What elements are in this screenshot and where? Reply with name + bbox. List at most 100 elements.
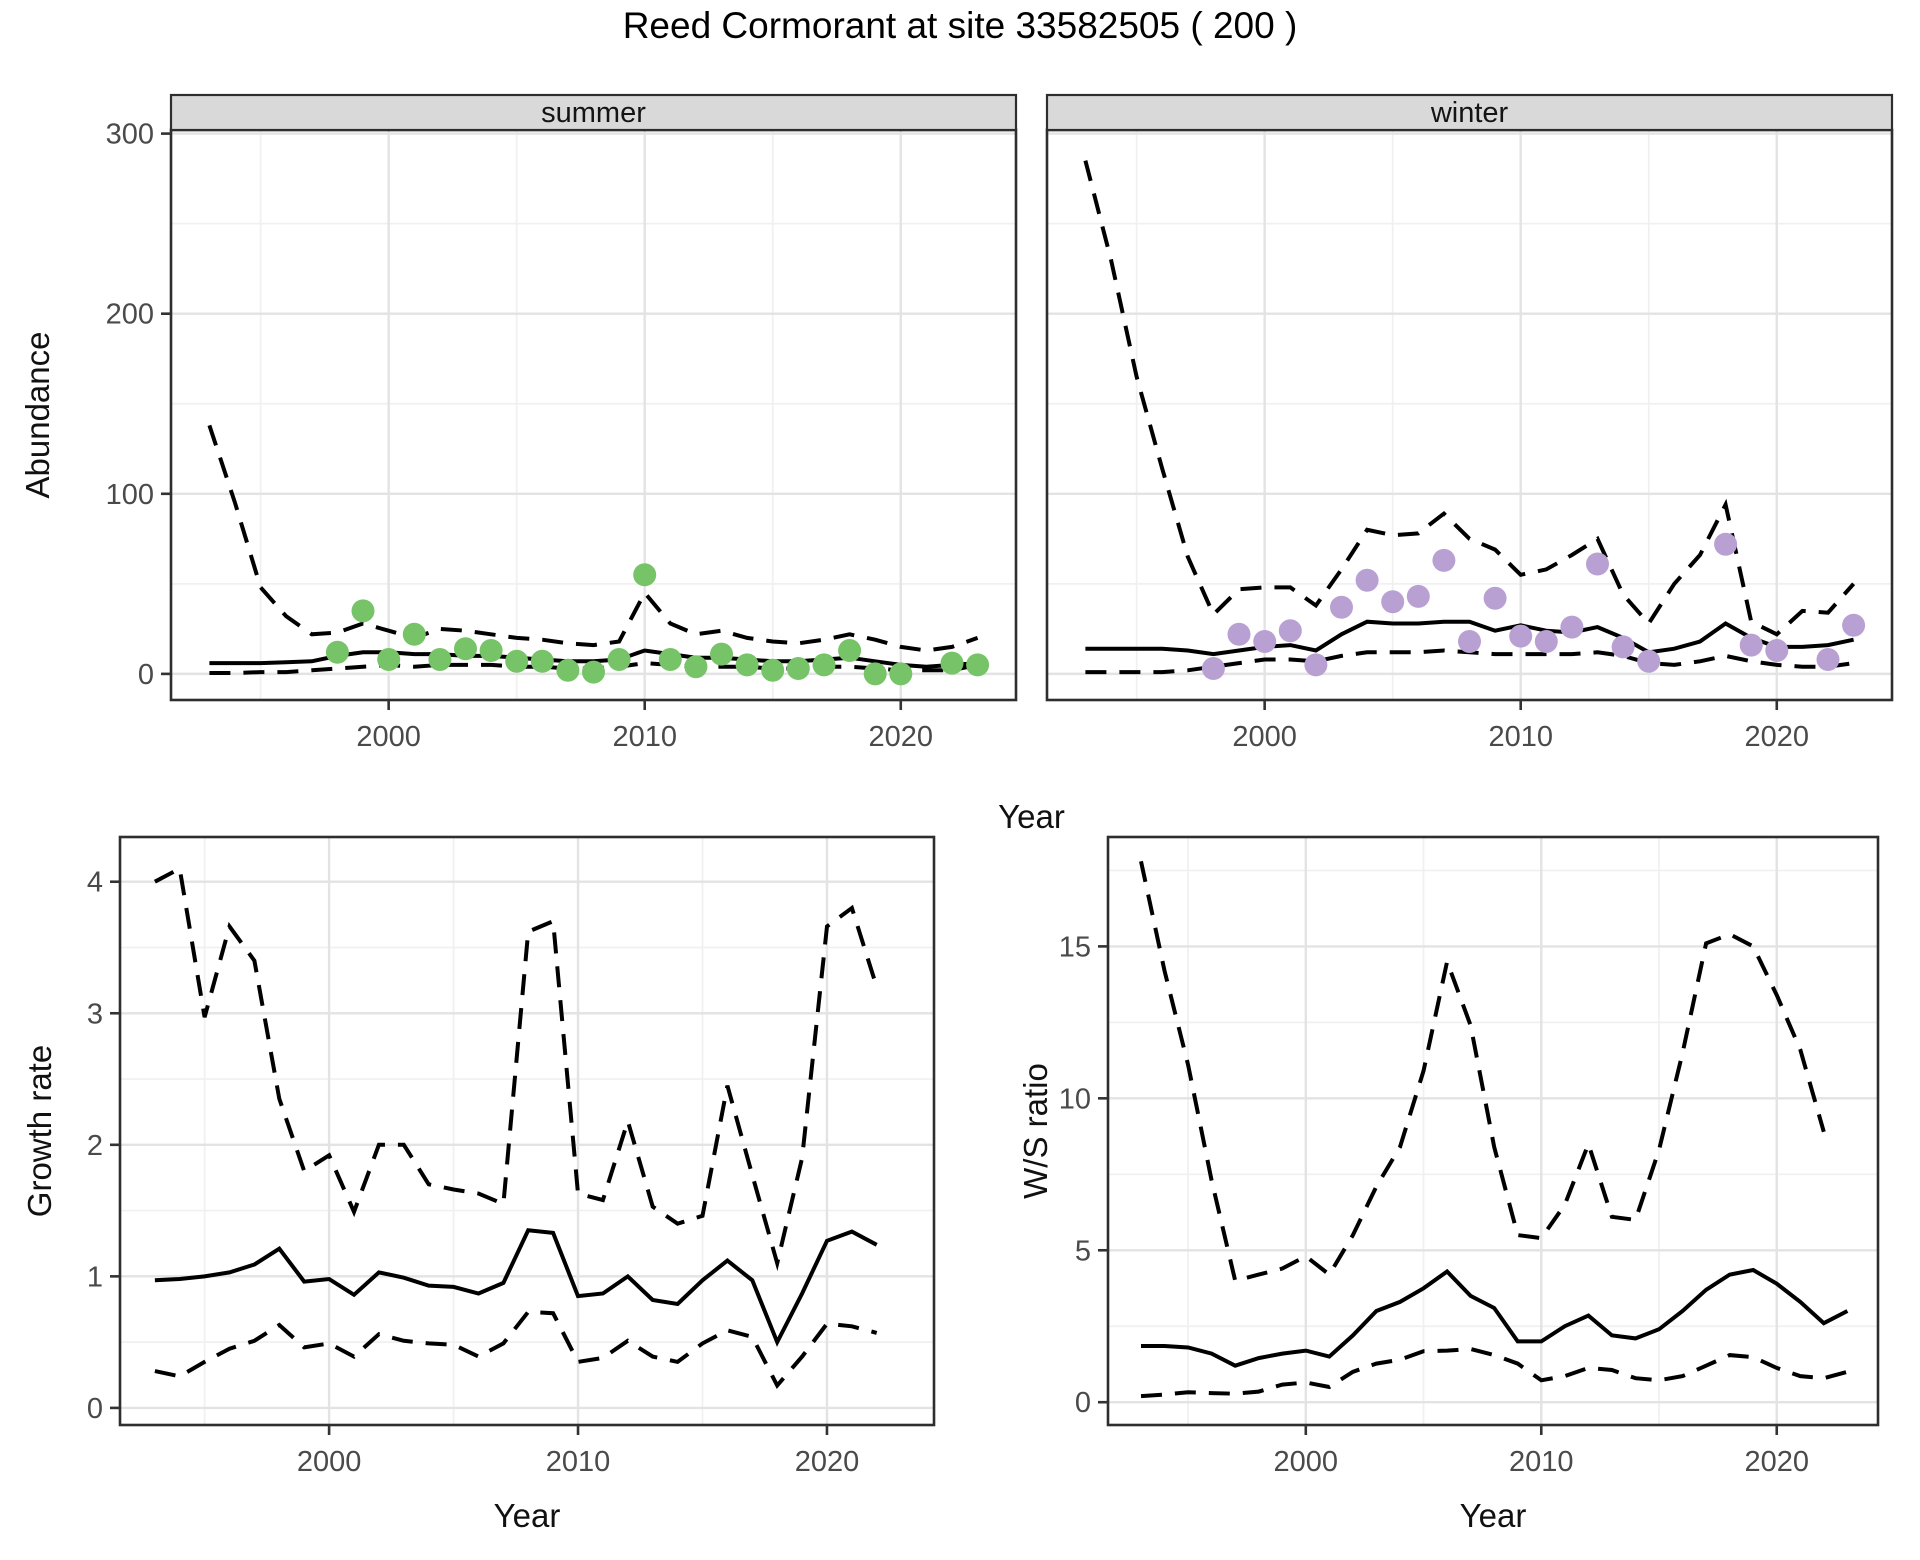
series-upper_ci xyxy=(1139,860,1826,1284)
series-lower_ci xyxy=(154,1309,878,1390)
summer-observed-point xyxy=(325,640,349,664)
y-tick-label: 1 xyxy=(87,1261,103,1293)
summer-observed-point xyxy=(735,653,759,677)
summer-observed-point xyxy=(761,658,785,682)
summer-observed-point xyxy=(633,563,657,587)
winter-observed-point xyxy=(1227,622,1251,646)
summer-observed-point xyxy=(786,657,810,680)
winter-observed-point xyxy=(1842,613,1866,637)
y-tick-label: 200 xyxy=(106,299,154,331)
summer-observed-point xyxy=(556,658,580,682)
x-tick-label: 2010 xyxy=(546,1446,611,1478)
series-lower_ci xyxy=(1140,1346,1848,1399)
summer-observed-point xyxy=(658,648,682,671)
x-tick-label: 2020 xyxy=(1745,721,1810,753)
summer-observed-point xyxy=(479,639,503,662)
x-axis-title-growth: Year xyxy=(493,1497,561,1534)
summer-observed-point xyxy=(812,653,836,677)
summer-observed-point xyxy=(582,660,605,684)
x-axis-title-top: Year xyxy=(998,798,1065,835)
y-tick-label: 10 xyxy=(1059,1083,1091,1115)
winter-observed-point xyxy=(1611,635,1635,659)
x-tick-label: 2000 xyxy=(297,1446,362,1478)
winter-observed-point xyxy=(1253,630,1277,653)
winter-observed-point xyxy=(1355,568,1379,592)
winter-observed-point xyxy=(1765,639,1789,662)
summer-observed-point xyxy=(530,649,554,673)
winter-observed-point xyxy=(1432,548,1456,572)
series-fit xyxy=(154,1228,878,1347)
y-tick-label: 0 xyxy=(1075,1387,1091,1419)
series-upper_ci xyxy=(1083,160,1856,637)
panel-border xyxy=(118,835,936,1427)
y-tick-label: 3 xyxy=(87,998,103,1030)
x-tick-label: 2000 xyxy=(1232,721,1297,753)
winter-observed-point xyxy=(1304,653,1328,677)
series-fit xyxy=(1141,1267,1849,1368)
summer-observed-point xyxy=(684,655,708,679)
x-axis-title-ws: Year xyxy=(1459,1497,1527,1534)
y-tick-label: 100 xyxy=(106,479,154,511)
summer-observed-point xyxy=(351,599,375,623)
summer-observed-point xyxy=(889,662,913,686)
panel-ws_ratio: 2000 2010 2020 0 5 10 15 xyxy=(1059,835,1880,1478)
winter-observed-point xyxy=(1406,584,1430,608)
summer-observed-point xyxy=(710,642,733,666)
y-tick-label: 5 xyxy=(1075,1235,1091,1267)
summer-observed-point xyxy=(607,648,631,671)
winter-observed-point xyxy=(1586,552,1609,576)
panel-abundance_winter: 2000 2010 2020 winter xyxy=(1045,93,1894,753)
facet-strip-label: winter xyxy=(1430,97,1509,129)
y-tick-label: 15 xyxy=(1059,931,1091,963)
winter-observed-point xyxy=(1739,633,1763,657)
facet-strip xyxy=(1045,93,1894,132)
winter-observed-point xyxy=(1714,532,1738,556)
panel-border xyxy=(1106,835,1880,1427)
winter-observed-point xyxy=(1458,630,1481,653)
y-tick-label: 0 xyxy=(87,1393,103,1425)
winter-observed-point xyxy=(1483,586,1507,610)
facet-strip xyxy=(169,93,1018,132)
panel-abundance_summer: 2000 2010 2020 0 100 200 300 summer xyxy=(106,93,1018,753)
y-tick-label: 300 xyxy=(106,119,154,151)
summer-observed-point xyxy=(940,651,964,675)
winter-observed-point xyxy=(1509,624,1533,648)
x-tick-label: 2020 xyxy=(869,721,934,753)
panel-growth_rate: 2000 2010 2020 0 1 2 3 4 xyxy=(87,835,936,1478)
winter-observed-point xyxy=(1637,649,1661,673)
series-upper_ci xyxy=(153,865,879,1272)
facet-strip-label: summer xyxy=(541,97,646,129)
y-tick-label: 2 xyxy=(87,1130,103,1162)
y-axis-title-abundance: Abundance xyxy=(19,331,56,499)
y-axis-title-ws-ratio: W/S ratio xyxy=(1017,1063,1054,1199)
x-tick-label: 2020 xyxy=(1744,1446,1809,1478)
winter-observed-point xyxy=(1534,630,1558,653)
chart-title: Reed Cormorant at site 33582505 ( 200 ) xyxy=(622,5,1298,46)
summer-observed-point xyxy=(838,639,862,662)
x-tick-label: 2010 xyxy=(1509,1446,1574,1478)
winter-observed-point xyxy=(1560,615,1584,639)
summer-observed-point xyxy=(377,648,401,671)
winter-observed-point xyxy=(1278,619,1302,643)
winter-observed-point xyxy=(1381,590,1405,614)
x-tick-label: 2010 xyxy=(612,721,677,753)
summer-observed-point xyxy=(863,662,887,686)
summer-observed-point xyxy=(428,648,452,671)
y-axis-title-growth-rate: Growth rate xyxy=(21,1044,58,1218)
summer-observed-point xyxy=(505,649,529,673)
winter-observed-point xyxy=(1201,657,1225,680)
summer-observed-point xyxy=(966,653,990,677)
winter-observed-point xyxy=(1816,648,1840,671)
y-tick-label: 0 xyxy=(138,659,154,691)
x-tick-label: 2000 xyxy=(1274,1446,1339,1478)
winter-observed-point xyxy=(1330,595,1353,619)
series-fit xyxy=(1085,619,1855,657)
x-tick-label: 2020 xyxy=(795,1446,860,1478)
summer-observed-point xyxy=(402,622,426,646)
x-tick-label: 2010 xyxy=(1488,721,1553,753)
x-tick-label: 2000 xyxy=(356,721,421,753)
series-upper_ci xyxy=(207,424,979,653)
summer-observed-point xyxy=(454,637,477,661)
